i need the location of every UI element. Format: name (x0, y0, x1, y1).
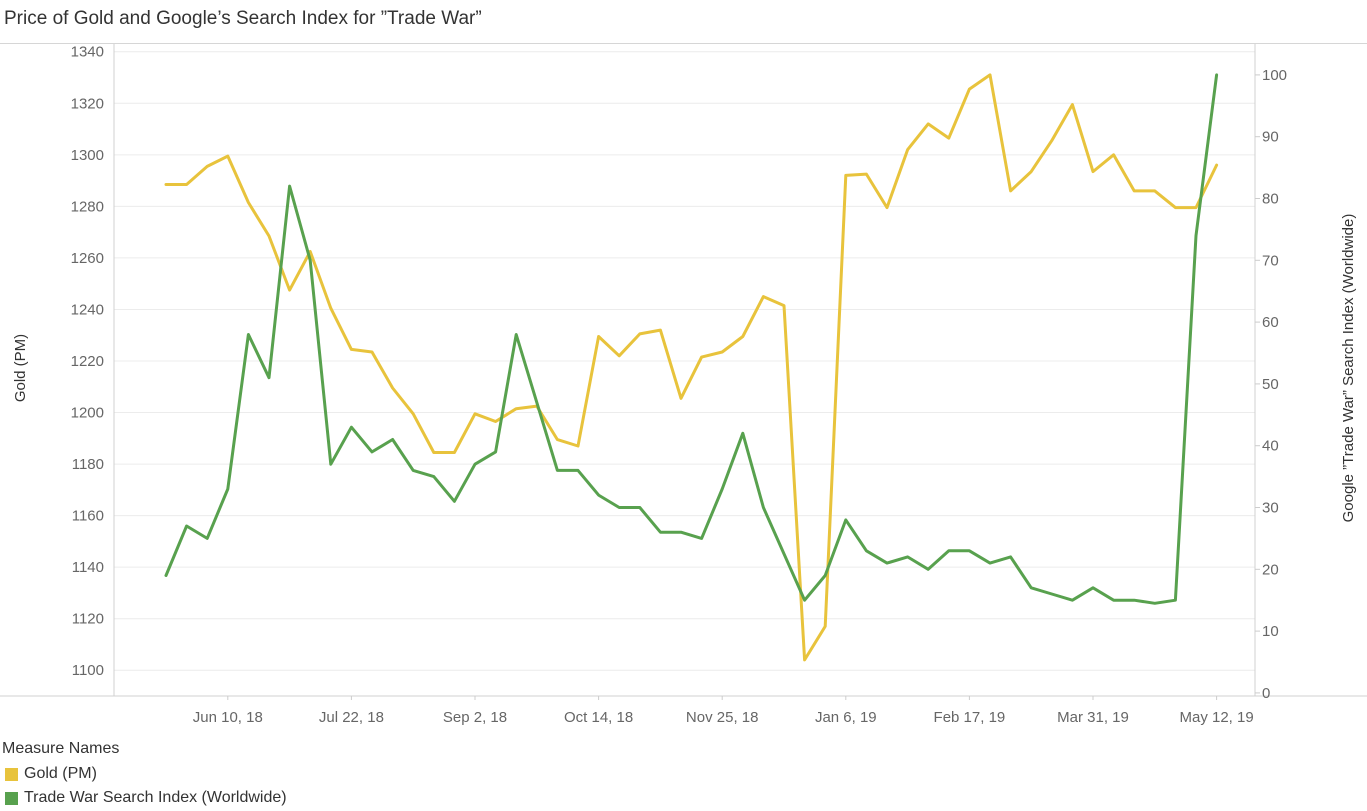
right-tick-label: 60 (1262, 314, 1279, 331)
right-tick-label: 70 (1262, 252, 1279, 269)
axes (0, 44, 1367, 697)
right-axis-title: Google ”Trade War” Search Index (Worldwi… (1340, 214, 1357, 523)
x-tick-label: Oct 14, 18 (564, 709, 633, 726)
legend-item-gold[interactable]: Gold (PM) (2, 762, 287, 786)
right-tick-label: 20 (1262, 561, 1279, 578)
left-tick-label: 1200 (71, 405, 104, 422)
x-tick-label: Feb 17, 19 (934, 709, 1006, 726)
legend-title: Measure Names (2, 740, 120, 757)
legend-item-trade-war[interactable]: Trade War Search Index (Worldwide) (2, 786, 287, 810)
left-tick-label: 1240 (71, 301, 104, 318)
legend-label: Gold (PM) (24, 765, 97, 782)
left-tick-label: 1300 (71, 147, 104, 164)
left-tick-label: 1220 (71, 353, 104, 370)
left-tick-label: 1260 (71, 250, 104, 267)
left-tick-label: 1100 (72, 662, 104, 679)
x-tick-label: Jan 6, 19 (815, 709, 877, 726)
series-lines (164, 73, 1219, 662)
legend-swatch (5, 767, 18, 781)
legend-swatch (5, 791, 18, 805)
x-tick-label: Mar 31, 19 (1057, 709, 1129, 726)
series-line-trade-war (164, 73, 1219, 605)
left-tick-label: 1280 (71, 198, 104, 215)
left-tick-label: 1180 (72, 456, 104, 473)
x-tick-label: May 12, 19 (1179, 709, 1253, 726)
left-axis-ticks: 1100 1120 1140 1160 1180 1200 1220 1240 1260 1280… (71, 44, 104, 679)
series-line-gold (164, 73, 1219, 662)
left-tick-label: 1140 (72, 559, 104, 576)
line-chart: 1100 1120 1140 1160 1180 1200 1220 1240 1260 1280… (0, 44, 1367, 726)
left-axis-title: Gold (PM) (12, 334, 29, 402)
right-tick-label: 90 (1262, 129, 1279, 146)
x-tick-label: Jun 10, 18 (193, 709, 263, 726)
right-tick-label: 30 (1262, 500, 1279, 517)
left-tick-label: 1320 (71, 95, 104, 112)
gridlines (114, 51, 1255, 671)
right-tick-label: 10 (1262, 623, 1279, 640)
title-divider (0, 43, 1367, 44)
right-tick-label: 80 (1262, 191, 1279, 208)
x-tick-label: Jul 22, 18 (319, 709, 384, 726)
chart-title: Price of Gold and Google’s Search Index … (4, 8, 482, 29)
legend: Measure Names Gold (PM) Trade War Search… (2, 740, 287, 810)
right-tick-label: 50 (1262, 376, 1279, 393)
x-tick-label: Sep 2, 18 (443, 709, 507, 726)
right-tick-label: 100 (1262, 67, 1287, 84)
legend-label: Trade War Search Index (Worldwide) (24, 789, 287, 806)
x-tick-label: Nov 25, 18 (686, 709, 759, 726)
right-axis-ticks: 0 10 20 30 40 50 60 70 80 90 100 (1255, 67, 1287, 702)
left-tick-label: 1340 (71, 44, 104, 61)
x-axis-ticks: Jun 10, 18 Jul 22, 18 Sep 2, 18 Oct 14, 18 N… (193, 696, 1254, 726)
right-tick-label: 0 (1262, 685, 1270, 702)
left-tick-label: 1160 (72, 508, 104, 525)
left-tick-label: 1120 (72, 611, 104, 628)
right-tick-label: 40 (1262, 438, 1279, 455)
